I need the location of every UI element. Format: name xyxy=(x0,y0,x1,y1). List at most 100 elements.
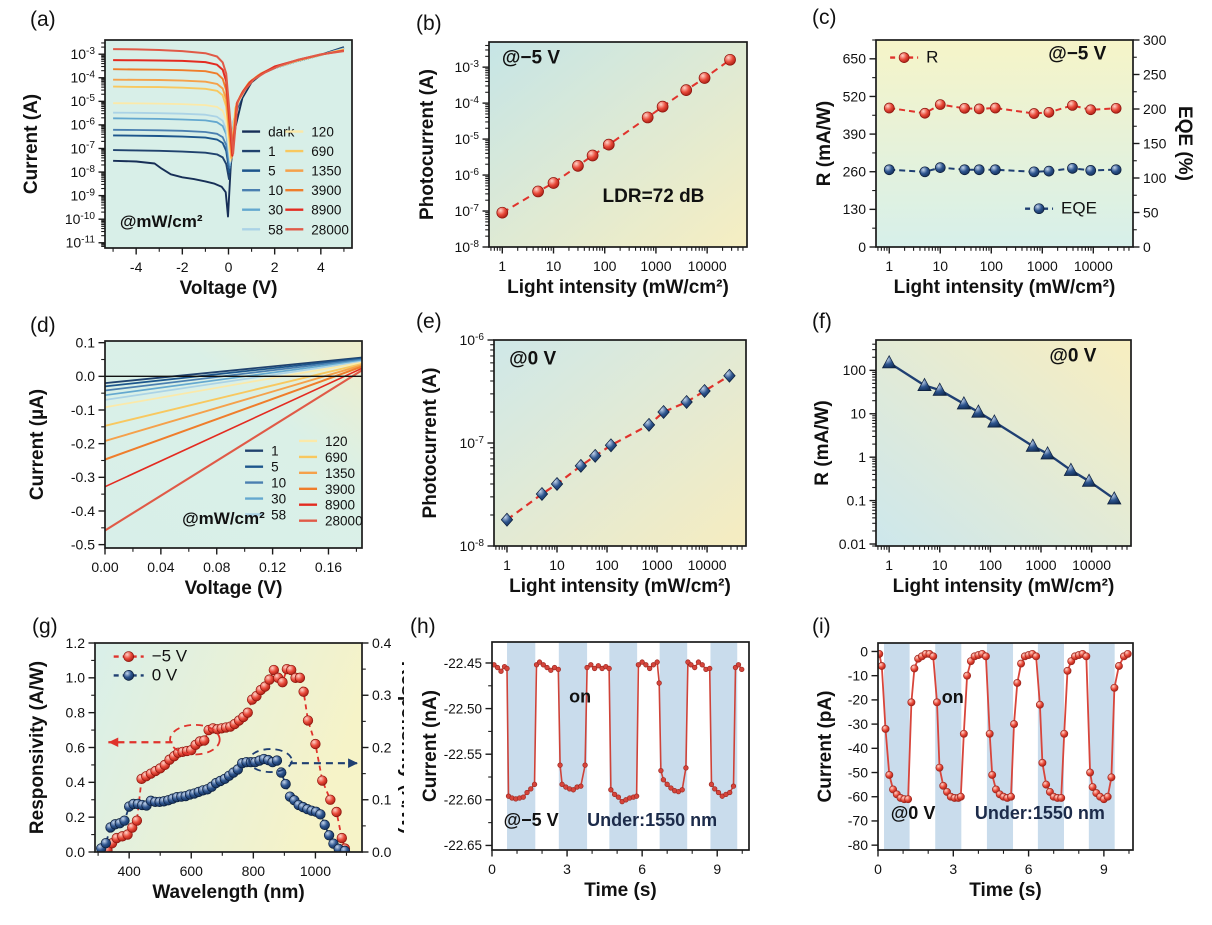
svg-text:0: 0 xyxy=(225,259,233,275)
svg-text:5: 5 xyxy=(271,460,279,475)
svg-text:Light intensity (mW/cm²): Light intensity (mW/cm²) xyxy=(894,277,1116,298)
svg-text:-0.3: -0.3 xyxy=(71,469,95,485)
svg-text:3: 3 xyxy=(949,861,957,877)
svg-text:-10: -10 xyxy=(848,667,868,683)
svg-text:650: 650 xyxy=(843,51,867,67)
svg-text:0.0: 0.0 xyxy=(66,844,86,860)
svg-text:10-8: 10-8 xyxy=(70,164,95,180)
svg-text:EQE: EQE xyxy=(1061,199,1097,218)
svg-text:250: 250 xyxy=(1143,66,1167,82)
svg-text:10-7: 10-7 xyxy=(454,203,479,219)
svg-text:100: 100 xyxy=(980,258,1004,274)
panel-a: (a) -4 -2 0 2 4 Voltage (V) 10-3 10-4 10-5 10-6 10… xyxy=(0,0,404,308)
svg-text:1: 1 xyxy=(885,258,893,274)
svg-text:0.1: 0.1 xyxy=(847,492,867,508)
svg-text:10: 10 xyxy=(850,406,866,422)
svg-text:-0.5: -0.5 xyxy=(71,536,95,552)
panel-a-label: (a) xyxy=(30,8,56,31)
svg-text:-4: -4 xyxy=(130,259,143,275)
svg-text:-70: -70 xyxy=(848,813,868,829)
svg-text:10-9: 10-9 xyxy=(70,187,95,203)
svg-text:Light intensity (mW/cm²): Light intensity (mW/cm²) xyxy=(507,277,729,298)
svg-text:28000: 28000 xyxy=(311,222,349,237)
svg-text:on: on xyxy=(569,686,591,706)
svg-text:50: 50 xyxy=(1143,204,1159,220)
svg-text:-22.65: -22.65 xyxy=(444,838,482,853)
svg-text:Current (pA): Current (pA) xyxy=(815,691,836,803)
svg-text:58: 58 xyxy=(271,507,286,522)
svg-text:−5 V: −5 V xyxy=(152,647,188,666)
svg-text:1000: 1000 xyxy=(1025,557,1056,573)
panel-h: (h) 0 3 6 9 Time (s) -22.45 -22.50 -22.55 -22.60… xyxy=(404,615,808,925)
svg-text:@0 V: @0 V xyxy=(1049,346,1096,367)
svg-text:3900: 3900 xyxy=(325,482,355,497)
svg-text:150: 150 xyxy=(1143,135,1167,151)
svg-text:0.01: 0.01 xyxy=(839,536,866,552)
svg-text:0.12: 0.12 xyxy=(259,559,286,575)
svg-text:120: 120 xyxy=(325,434,348,449)
svg-text:0.1: 0.1 xyxy=(372,792,392,808)
chart-g-spectral-responsivity: 400 600 800 1000 Wavelength (nm) 0.0 0.2 0.4 0.6… xyxy=(27,635,404,903)
svg-text:-2: -2 xyxy=(176,259,189,275)
svg-text:0.16: 0.16 xyxy=(315,559,342,575)
panel-e: (e) 1 10 100 1000 10000 Light intensity (mW/c… xyxy=(404,308,808,615)
svg-text:Photocurrent (A): Photocurrent (A) xyxy=(420,368,441,519)
svg-text:R (mA/W): R (mA/W) xyxy=(812,400,833,485)
svg-text:Voltage (V): Voltage (V) xyxy=(180,278,278,299)
svg-text:Current (µA): Current (µA) xyxy=(27,389,48,500)
svg-text:10-4: 10-4 xyxy=(454,95,479,111)
svg-text:Responsivity (A/W): Responsivity (A/W) xyxy=(27,661,48,834)
svg-text:0.00: 0.00 xyxy=(91,559,118,575)
svg-text:Voltage (V): Voltage (V) xyxy=(185,578,283,599)
svg-text:0.2: 0.2 xyxy=(372,739,392,755)
svg-text:0.0: 0.0 xyxy=(372,844,392,860)
svg-text:1000: 1000 xyxy=(1027,258,1058,274)
svg-text:LDR=72 dB: LDR=72 dB xyxy=(603,186,705,207)
svg-text:-50: -50 xyxy=(848,764,868,780)
svg-text:28000: 28000 xyxy=(325,514,363,529)
svg-text:10-5: 10-5 xyxy=(70,93,95,109)
svg-text:@−5 V: @−5 V xyxy=(1048,44,1106,65)
svg-text:10-6: 10-6 xyxy=(459,332,484,348)
svg-text:10-8: 10-8 xyxy=(454,239,479,255)
svg-text:Light intensity (mW/cm²): Light intensity (mW/cm²) xyxy=(509,576,731,597)
svg-text:dark: dark xyxy=(268,125,295,140)
svg-text:10: 10 xyxy=(271,476,286,491)
svg-text:10: 10 xyxy=(932,557,948,573)
chart-b-photocurrent-vs-intensity: 1 10 100 1000 10000 Light intensity (mW/cm²) 1… xyxy=(417,41,748,298)
svg-text:@mW/cm²: @mW/cm² xyxy=(120,212,203,231)
svg-text:260: 260 xyxy=(843,164,867,180)
svg-text:100: 100 xyxy=(1143,170,1167,186)
panel-d-label: (d) xyxy=(30,314,56,337)
svg-text:100: 100 xyxy=(595,557,619,573)
svg-text:@0 V: @0 V xyxy=(509,349,556,370)
svg-text:100: 100 xyxy=(593,258,617,274)
svg-text:R: R xyxy=(926,48,938,67)
svg-text:0.08: 0.08 xyxy=(203,559,230,575)
svg-text:1: 1 xyxy=(498,258,506,274)
svg-text:-0.4: -0.4 xyxy=(71,503,95,519)
svg-text:1000: 1000 xyxy=(300,863,331,879)
panel-h-label: (h) xyxy=(410,615,436,638)
svg-text:30: 30 xyxy=(271,492,286,507)
svg-text:0: 0 xyxy=(858,239,866,255)
svg-text:Under:1550 nm: Under:1550 nm xyxy=(587,810,717,830)
svg-text:@0 V: @0 V xyxy=(891,803,936,823)
panel-b-label: (b) xyxy=(416,12,442,35)
svg-text:100: 100 xyxy=(843,362,867,378)
panel-i-label: (i) xyxy=(812,615,831,638)
svg-text:-0.2: -0.2 xyxy=(71,435,95,451)
svg-text:Responsivity (A/W): Responsivity (A/W) xyxy=(397,661,404,834)
svg-text:58: 58 xyxy=(268,222,283,237)
chart-i-photoswitching-0v: 0 3 6 9 Time (s) 0 -10 -20 -30 -40 -50 -60 -70 -80 Cur… xyxy=(815,642,1134,901)
svg-text:0: 0 xyxy=(488,861,496,877)
svg-text:3900: 3900 xyxy=(311,183,341,198)
panel-d: (d) 0.00 0.04 0.08 0.12 0.16 Voltage (V) 0.1 0.… xyxy=(0,308,404,615)
svg-text:200: 200 xyxy=(1143,101,1167,117)
svg-text:10-3: 10-3 xyxy=(70,46,95,62)
svg-text:0.4: 0.4 xyxy=(372,635,392,651)
svg-text:@−5 V: @−5 V xyxy=(504,810,559,830)
svg-text:1: 1 xyxy=(503,557,511,573)
svg-text:8900: 8900 xyxy=(325,498,355,513)
